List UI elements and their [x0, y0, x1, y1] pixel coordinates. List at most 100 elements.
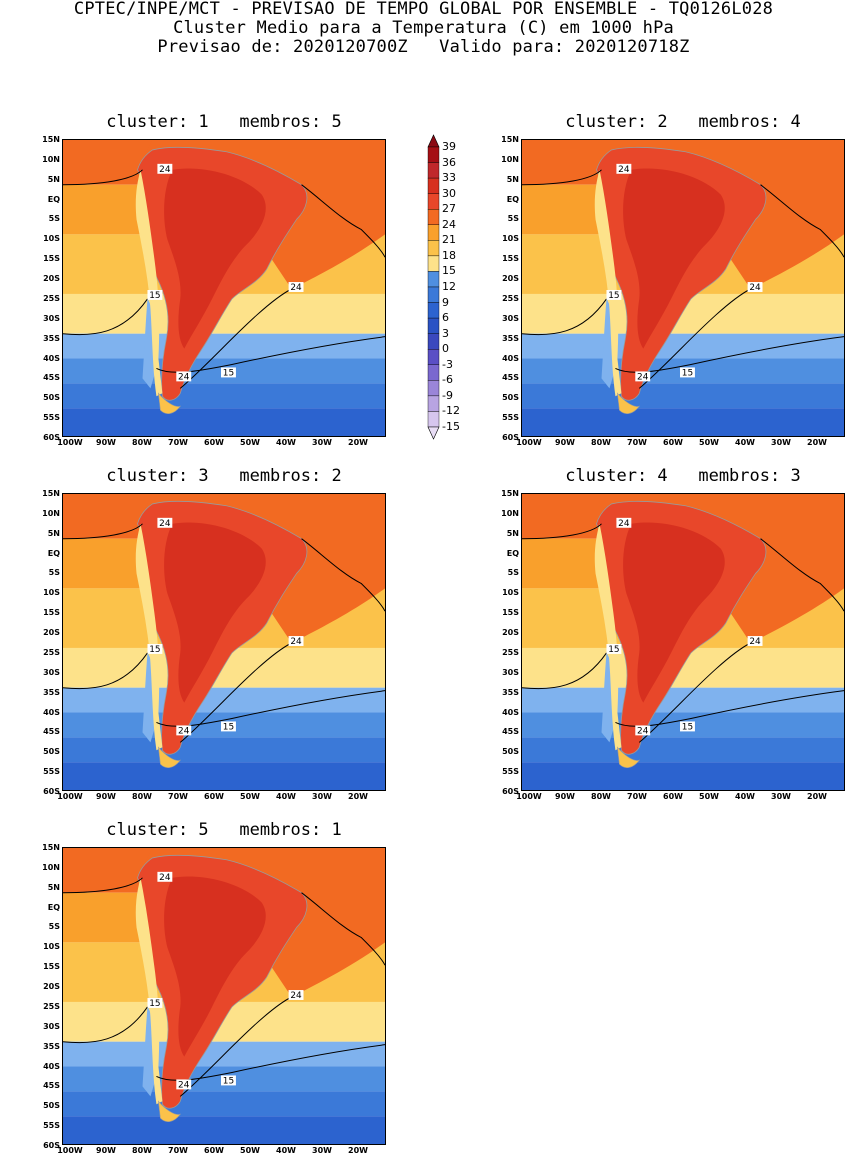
lon-tick-label: 20W	[348, 1146, 368, 1155]
colorbar-swatch	[427, 193, 440, 210]
lat-tick-label: 10S	[43, 234, 60, 244]
svg-text:24: 24	[159, 519, 171, 529]
lat-tick-label: 35S	[502, 687, 519, 697]
colorbar-label: -15	[442, 420, 460, 433]
contour-label: 15	[147, 997, 163, 1009]
lat-tick-label: 15S	[43, 254, 60, 264]
lon-tick-label: 80W	[591, 792, 611, 801]
colorbar-label: -12	[442, 404, 460, 418]
temperature-field: 24 24 15 24 15	[63, 848, 385, 1144]
svg-text:24: 24	[159, 165, 171, 175]
map-cluster-5: 24 24 15 24 15	[62, 847, 386, 1145]
svg-text:15: 15	[149, 999, 160, 1009]
panel-title-cluster-2: cluster: 2 membros: 4	[565, 112, 801, 132]
lat-tick-label: 55S	[502, 767, 519, 777]
lat-tick-label: 35S	[502, 333, 519, 343]
lat-tick-label: 15N	[42, 489, 60, 498]
lat-tick-label: 5N	[47, 174, 60, 184]
lat-tick-label: 55S	[43, 413, 60, 423]
svg-text:24: 24	[618, 519, 630, 529]
southern-tip	[157, 1100, 182, 1122]
colorbar-label: 39	[442, 140, 456, 153]
lat-tick-label: 15N	[501, 489, 519, 498]
lat-tick-label: 45S	[43, 1081, 60, 1091]
contour-label: 24	[176, 371, 192, 382]
temperature-band	[63, 494, 153, 539]
lat-tick-label: 20S	[502, 628, 519, 638]
colorbar-label: -6	[442, 373, 453, 387]
temperature-band	[522, 494, 612, 539]
andes-cool-strip	[594, 523, 622, 751]
header-title-line-3: Previsao de: 2020120700Z Valido para: 20…	[157, 37, 690, 57]
andes-cool-strip	[135, 523, 163, 751]
svg-text:24: 24	[637, 726, 649, 736]
colorbar-label: 12	[442, 280, 456, 293]
colorbar-label: -9	[442, 388, 453, 402]
colorbar-swatch	[427, 380, 440, 397]
lat-tick-label: EQ	[47, 548, 60, 558]
temperature-band	[63, 408, 385, 436]
temperature-band	[522, 762, 844, 790]
lat-tick-label: 45S	[43, 373, 60, 383]
temperature-band	[63, 762, 385, 790]
colorbar-swatch	[427, 271, 440, 288]
hot-core	[623, 168, 725, 349]
lat-tick-label: 40S	[43, 1061, 60, 1071]
svg-text:15: 15	[223, 722, 234, 732]
lon-tick-label: 30W	[312, 792, 332, 801]
colorbar-swatch	[427, 317, 440, 334]
lat-tick-label: 35S	[43, 687, 60, 697]
lon-tick-label: 100W	[57, 1146, 83, 1155]
svg-text:24: 24	[749, 283, 761, 293]
map-cluster-2: 24 24 15 24 15	[521, 139, 845, 437]
lat-tick-label: 10S	[43, 588, 60, 598]
lat-tick-label: 15S	[502, 608, 519, 618]
lon-tick-label: 90W	[96, 438, 116, 447]
colorbar-label: 24	[442, 217, 456, 231]
lon-tick-label: 80W	[132, 438, 152, 447]
temperature-field: 24 24 15 24 15	[522, 140, 844, 436]
lon-tick-label: 70W	[627, 438, 647, 447]
lat-tick-label: 25S	[43, 293, 60, 303]
southern-tip	[157, 746, 182, 768]
temperature-band	[63, 1116, 385, 1144]
map-cluster-4: 24 24 15 24 15	[521, 493, 845, 791]
colorbar-swatch	[427, 209, 440, 225]
lat-tick-label: EQ	[47, 194, 60, 204]
contour-24	[522, 169, 844, 389]
lat-tick-label: 25S	[502, 647, 519, 657]
contour-label: 24	[176, 725, 192, 736]
lat-tick-label: 60S	[502, 787, 519, 796]
lon-tick-label: 20W	[807, 438, 827, 447]
svg-text:24: 24	[290, 283, 302, 293]
lon-tick-label: 100W	[516, 438, 542, 447]
lat-tick-label: 30S	[43, 313, 60, 323]
contour-label: 24	[288, 990, 304, 1001]
colorbar-label: 27	[442, 202, 456, 216]
colorbar-swatch	[427, 240, 440, 257]
svg-text:15: 15	[223, 1076, 234, 1086]
lat-tick-label: 10N	[501, 508, 519, 518]
colorbar-label: 18	[442, 248, 456, 262]
lon-tick-label: 60W	[204, 1146, 224, 1155]
lat-tick-label: 10N	[501, 154, 519, 164]
lat-tick-label: 60S	[502, 433, 519, 442]
lon-tick-label: 70W	[168, 792, 188, 801]
temperature-band	[522, 408, 844, 436]
lat-tick-label: 30S	[43, 667, 60, 677]
lat-tick-label: EQ	[506, 548, 519, 558]
lat-tick-label: 20S	[43, 274, 60, 284]
lon-tick-label: 100W	[516, 792, 542, 801]
hot-core	[164, 522, 266, 703]
lon-tick-label: 100W	[57, 792, 83, 801]
contour-label: 15	[221, 721, 236, 732]
colorbar-swatch	[427, 395, 440, 412]
lat-tick-label: 30S	[502, 667, 519, 677]
contour-24	[63, 877, 385, 1097]
southern-tip	[616, 746, 641, 768]
lat-tick-label: 15N	[42, 843, 60, 852]
lon-tick-label: 90W	[96, 792, 116, 801]
lon-tick-label: 30W	[771, 792, 791, 801]
lon-tick-label: 40W	[735, 438, 755, 447]
contour-label: 15	[221, 367, 236, 378]
